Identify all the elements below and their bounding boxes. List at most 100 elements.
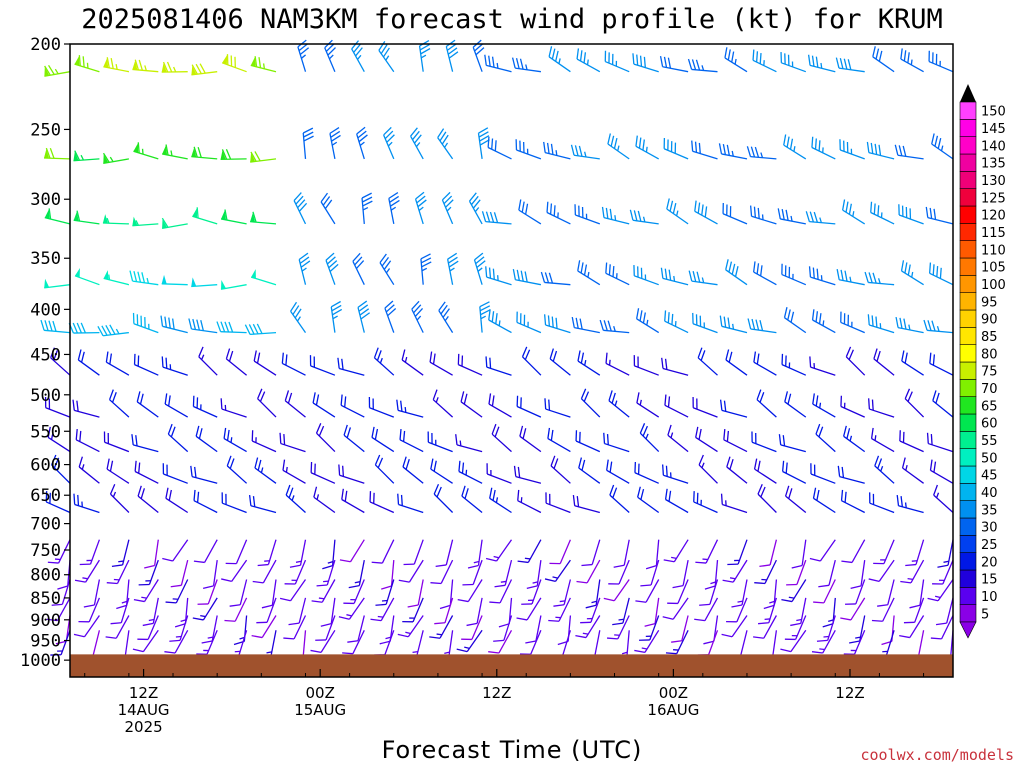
wind-barb <box>337 357 365 376</box>
wind-barb <box>843 630 866 655</box>
wind-barb <box>811 136 836 160</box>
colorbar-swatch <box>959 309 977 328</box>
wind-barb <box>660 267 689 286</box>
wind-barb <box>257 388 277 418</box>
wind-barb <box>516 597 542 621</box>
wind-barb <box>257 539 277 567</box>
wind-barb <box>169 615 189 642</box>
wind-barb <box>578 457 601 484</box>
wind-barb <box>932 559 954 585</box>
wind-barb <box>923 319 954 334</box>
x-axis-label: Forecast Time (UTC) <box>382 736 643 764</box>
wind-barb <box>662 464 689 484</box>
colorbar-label: 115 <box>981 226 1006 241</box>
wind-barb <box>438 301 454 333</box>
wind-barb <box>546 201 571 225</box>
wind-barb <box>898 204 924 225</box>
y-tick-label: 800 <box>30 566 61 586</box>
wind-barb <box>812 393 836 418</box>
wind-barb <box>724 47 748 73</box>
wind-barb <box>664 488 689 514</box>
colorbar-label: 105 <box>981 261 1006 276</box>
wind-barb <box>521 579 542 605</box>
wind-barb <box>604 50 630 73</box>
wind-barb <box>636 308 660 334</box>
wind-barb <box>402 597 424 623</box>
wind-barb <box>749 205 777 225</box>
wind-barb <box>864 271 895 286</box>
wind-barb <box>433 483 454 513</box>
wind-barb <box>220 280 247 290</box>
wind-barb <box>485 266 512 286</box>
wind-barb <box>645 539 660 570</box>
wind-barb <box>164 629 189 654</box>
wind-barb <box>805 211 836 225</box>
wind-barb <box>316 559 336 587</box>
wind-barb <box>640 559 660 587</box>
wind-barb <box>132 216 159 227</box>
wind-barb <box>472 39 485 72</box>
wind-barb <box>815 423 836 453</box>
wind-barb <box>73 493 100 514</box>
wind-barb <box>388 191 400 225</box>
wind-barb <box>137 485 159 514</box>
wind-barb <box>129 270 159 286</box>
wind-barb <box>784 485 807 514</box>
wind-barb <box>758 597 778 625</box>
y-tick-label: 950 <box>30 632 61 652</box>
y-tick-label: 200 <box>30 35 61 55</box>
wind-barb <box>637 486 660 514</box>
wind-barb <box>111 539 130 568</box>
wind-barb <box>753 615 777 639</box>
wind-barb <box>909 579 925 609</box>
x-tick-label: 12Z <box>129 684 158 702</box>
wind-barb <box>284 559 307 585</box>
wind-barb <box>929 459 954 484</box>
wind-barb <box>599 319 630 334</box>
wind-barb <box>900 48 924 73</box>
wind-barb <box>726 597 748 623</box>
colorbar-swatch <box>959 101 977 120</box>
wind-barb <box>818 559 836 588</box>
wind-barb <box>845 579 866 605</box>
wind-barb <box>435 539 454 568</box>
wind-barb <box>633 355 659 376</box>
wind-barb <box>612 597 630 626</box>
wind-barb <box>511 57 541 73</box>
wind-barb <box>279 579 307 602</box>
wind-barb <box>72 399 100 418</box>
wind-barb <box>521 346 542 376</box>
wind-barb <box>410 127 424 160</box>
colorbar-label: 20 <box>981 555 998 570</box>
wind-barb <box>840 597 866 621</box>
wind-barb <box>845 346 866 376</box>
wind-barb <box>398 559 424 583</box>
wind-barb <box>809 356 836 376</box>
wind-barb <box>697 347 718 376</box>
wind-barb <box>74 268 100 286</box>
colorbar-label: 75 <box>981 365 998 380</box>
wind-barb <box>485 539 513 562</box>
wind-barb <box>461 615 483 641</box>
wind-barb <box>342 630 365 655</box>
wind-barb <box>811 629 836 654</box>
wind-barb <box>839 139 865 160</box>
wind-barb <box>868 559 895 583</box>
wind-barb <box>663 539 689 563</box>
wind-barb <box>548 46 571 73</box>
wind-barb <box>665 630 689 655</box>
colorbar-label: 10 <box>981 590 998 605</box>
wind-barb <box>320 192 336 225</box>
wind-barb <box>687 58 718 73</box>
wind-barb <box>283 615 307 640</box>
wind-barb <box>753 351 777 376</box>
wind-barb <box>698 454 718 484</box>
wind-barb <box>809 539 836 562</box>
wind-barb <box>516 311 542 334</box>
wind-barb <box>403 539 424 566</box>
colorbar-label: 15 <box>981 573 998 588</box>
wind-barb <box>458 460 483 484</box>
y-tick-label: 650 <box>30 486 61 506</box>
wind-barb <box>105 351 130 376</box>
